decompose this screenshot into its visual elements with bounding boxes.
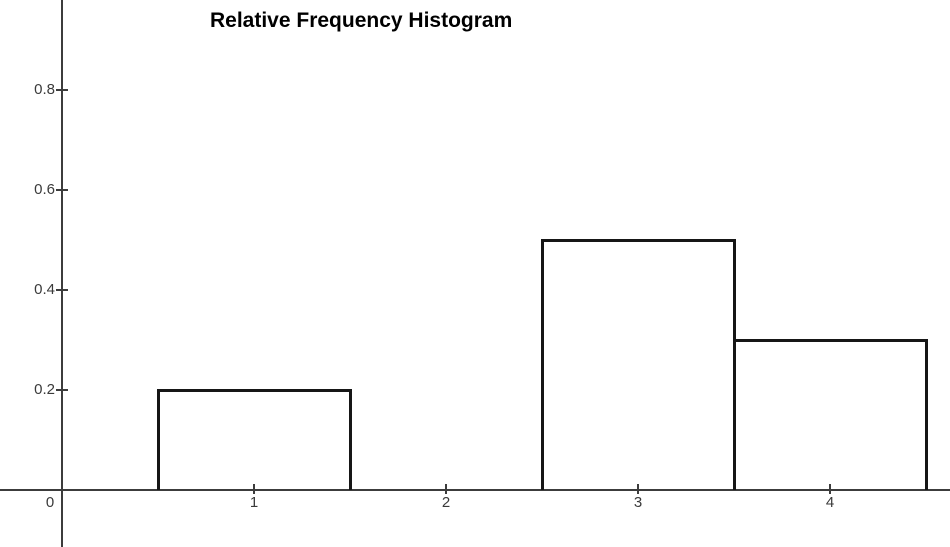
origin-tick-label: 0 [45,494,55,511]
y-axis-tick [56,389,68,391]
x-axis-tick-label: 3 [633,494,643,511]
x-axis-tick-label: 2 [441,494,451,511]
y-axis-line [61,0,63,547]
x-axis-tick [253,484,255,494]
y-axis-tick-label: 0.4 [34,281,55,298]
chart-title: Relative Frequency Histogram [210,9,513,32]
x-axis-tick [829,484,831,494]
histogram-bar [156,389,352,490]
y-axis-tick-label: 0.8 [34,81,55,98]
y-axis-tick [56,189,68,191]
y-axis-tick-label: 0.2 [34,381,55,398]
histogram-bar [732,339,928,490]
x-axis-tick-label: 1 [249,494,259,511]
y-axis-tick-label: 0.6 [34,181,55,198]
x-axis-tick-label: 4 [825,494,835,511]
x-axis-line [0,489,950,491]
y-axis-tick [56,89,68,91]
x-axis-tick [445,484,447,494]
x-axis-tick [637,484,639,494]
histogram-bar [540,239,736,490]
y-axis-tick [56,289,68,291]
